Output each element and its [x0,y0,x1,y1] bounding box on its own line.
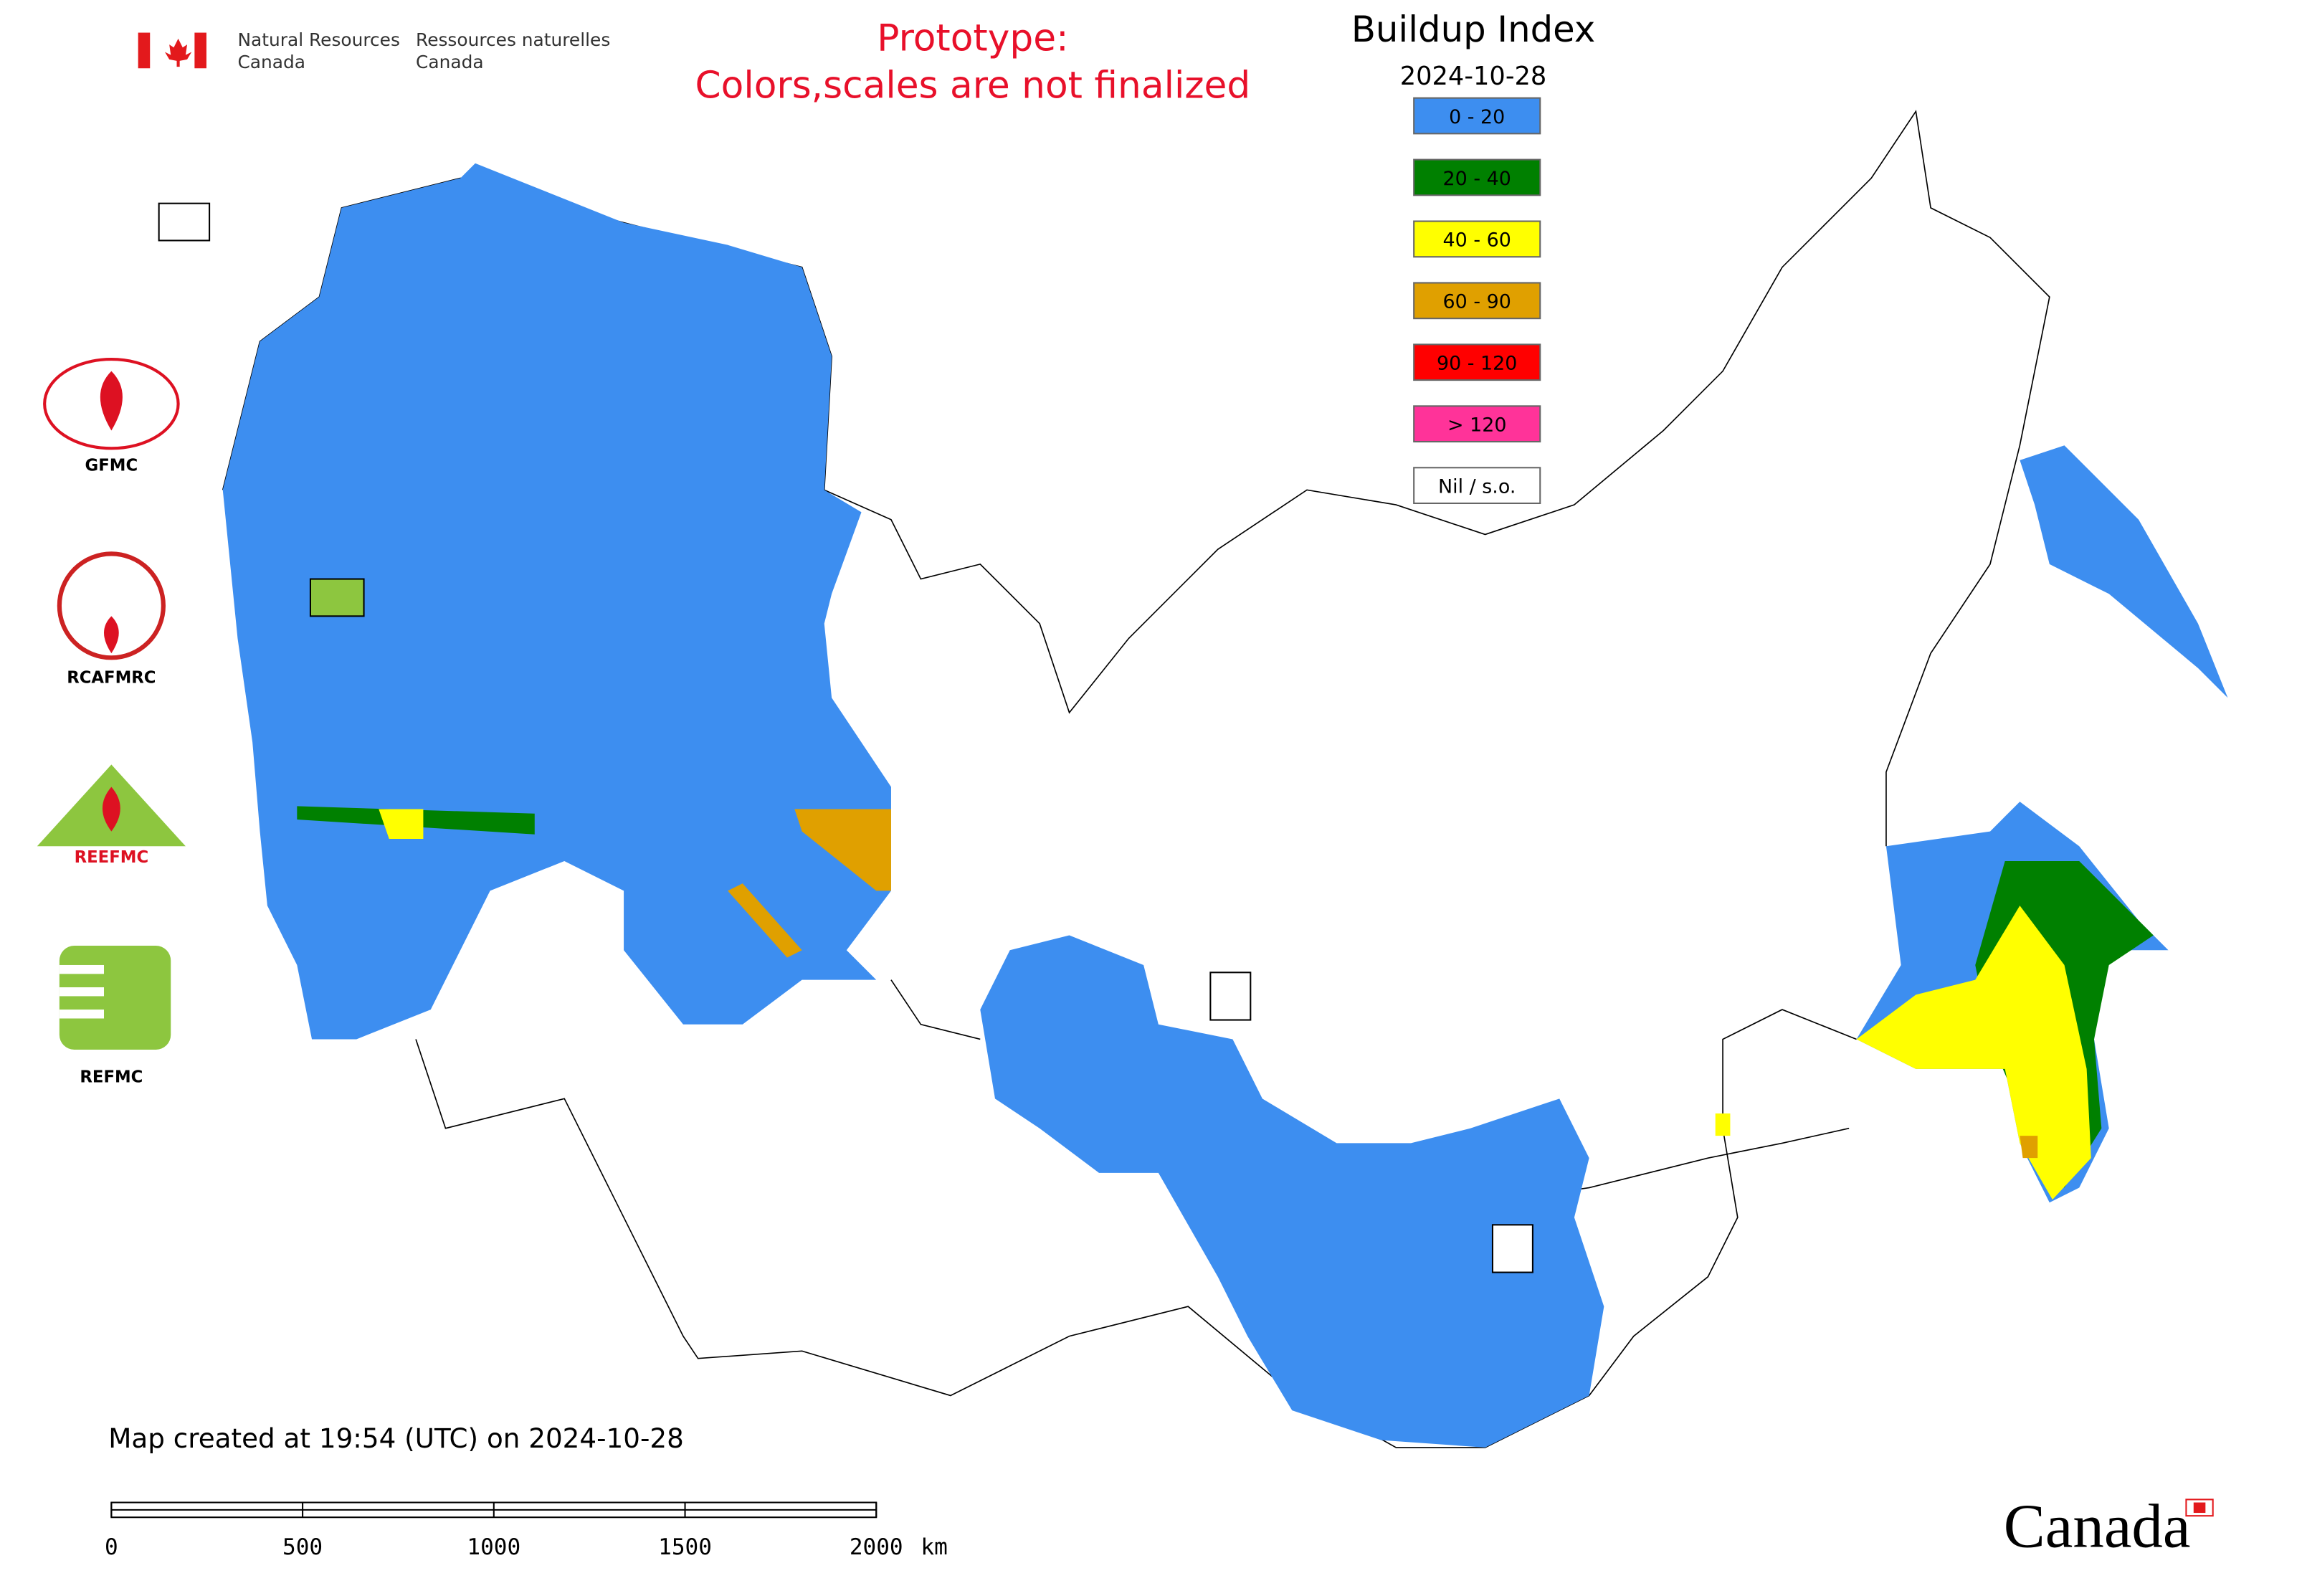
legend-label: Nil / s.o. [1438,475,1516,498]
legend-label: > 120 [1447,414,1506,437]
agency-signature: Natural Resources Canada Ressources natu… [138,29,610,72]
canada-wordmark: Canada [2004,1491,2214,1561]
agency-en: Natural Resources [237,29,399,50]
zone-west-band [728,883,802,958]
scale-label: 2000 [850,1534,903,1560]
agency-en: Canada [237,52,305,72]
logo: REFMC [59,946,171,1087]
legend-swatch [1413,343,1541,381]
logo: GFMC [43,358,180,475]
created-note: Map created at 19:54 (UTC) on 2024-10-28 [108,1422,684,1454]
scale-unit: km [921,1534,947,1560]
legend-title: Buildup Index [1351,9,1595,50]
zone-west-band [379,809,424,839]
legend-swatch [1413,220,1541,258]
logo: RCAFMRC [57,551,166,688]
logo-label: GFMC [85,456,138,475]
map-marker [1209,972,1252,1021]
agency-fr: Ressources naturelles [416,29,610,50]
legend-swatch [1413,467,1541,505]
legend-label: 20 - 40 [1443,168,1511,190]
logo-label: REEFMC [75,848,149,867]
zone-kamchatka [2020,445,2228,698]
map-marker [1491,1224,1533,1273]
zone-far-east [1715,1113,1731,1136]
logo-label: RCAFMRC [67,669,156,688]
scale-label: 0 [105,1534,118,1560]
notice: Prototype: [877,16,1068,60]
legend-swatch [1413,405,1541,443]
legend-label: 40 - 60 [1443,229,1511,252]
scale-label: 500 [282,1534,323,1560]
map-marker [158,202,211,242]
zone-far-east [2020,1136,2038,1159]
legend: Buildup Index 2024-10-28 0 - 20 20 - 40 40… [1351,9,1595,505]
scale-label: 1500 [658,1534,712,1560]
legend-label: 0 - 20 [1449,106,1505,128]
legend-label: 90 - 120 [1437,353,1517,375]
agency-fr: Canada [416,52,484,72]
legend-swatch [1413,97,1541,135]
zone-central-asia [980,935,1604,1448]
scale-bar: 0 500 1000 1500 2000 km [105,1501,948,1560]
wordmark: Canada [2004,1491,2191,1561]
legend-swatch [1413,158,1541,196]
notice: Colors,scales are not finalized [695,65,1251,108]
legend-date: 2024-10-28 [1400,62,1547,91]
scale-label: 1000 [467,1534,520,1560]
map-marker [309,578,365,617]
logo: REEFMC [37,764,186,867]
legend-swatch [1413,282,1541,320]
logo-label: REFMC [80,1068,143,1087]
zone-west-band [794,809,891,891]
legend-label: 60 - 90 [1443,291,1511,313]
zone-far-east [1856,906,2091,1200]
